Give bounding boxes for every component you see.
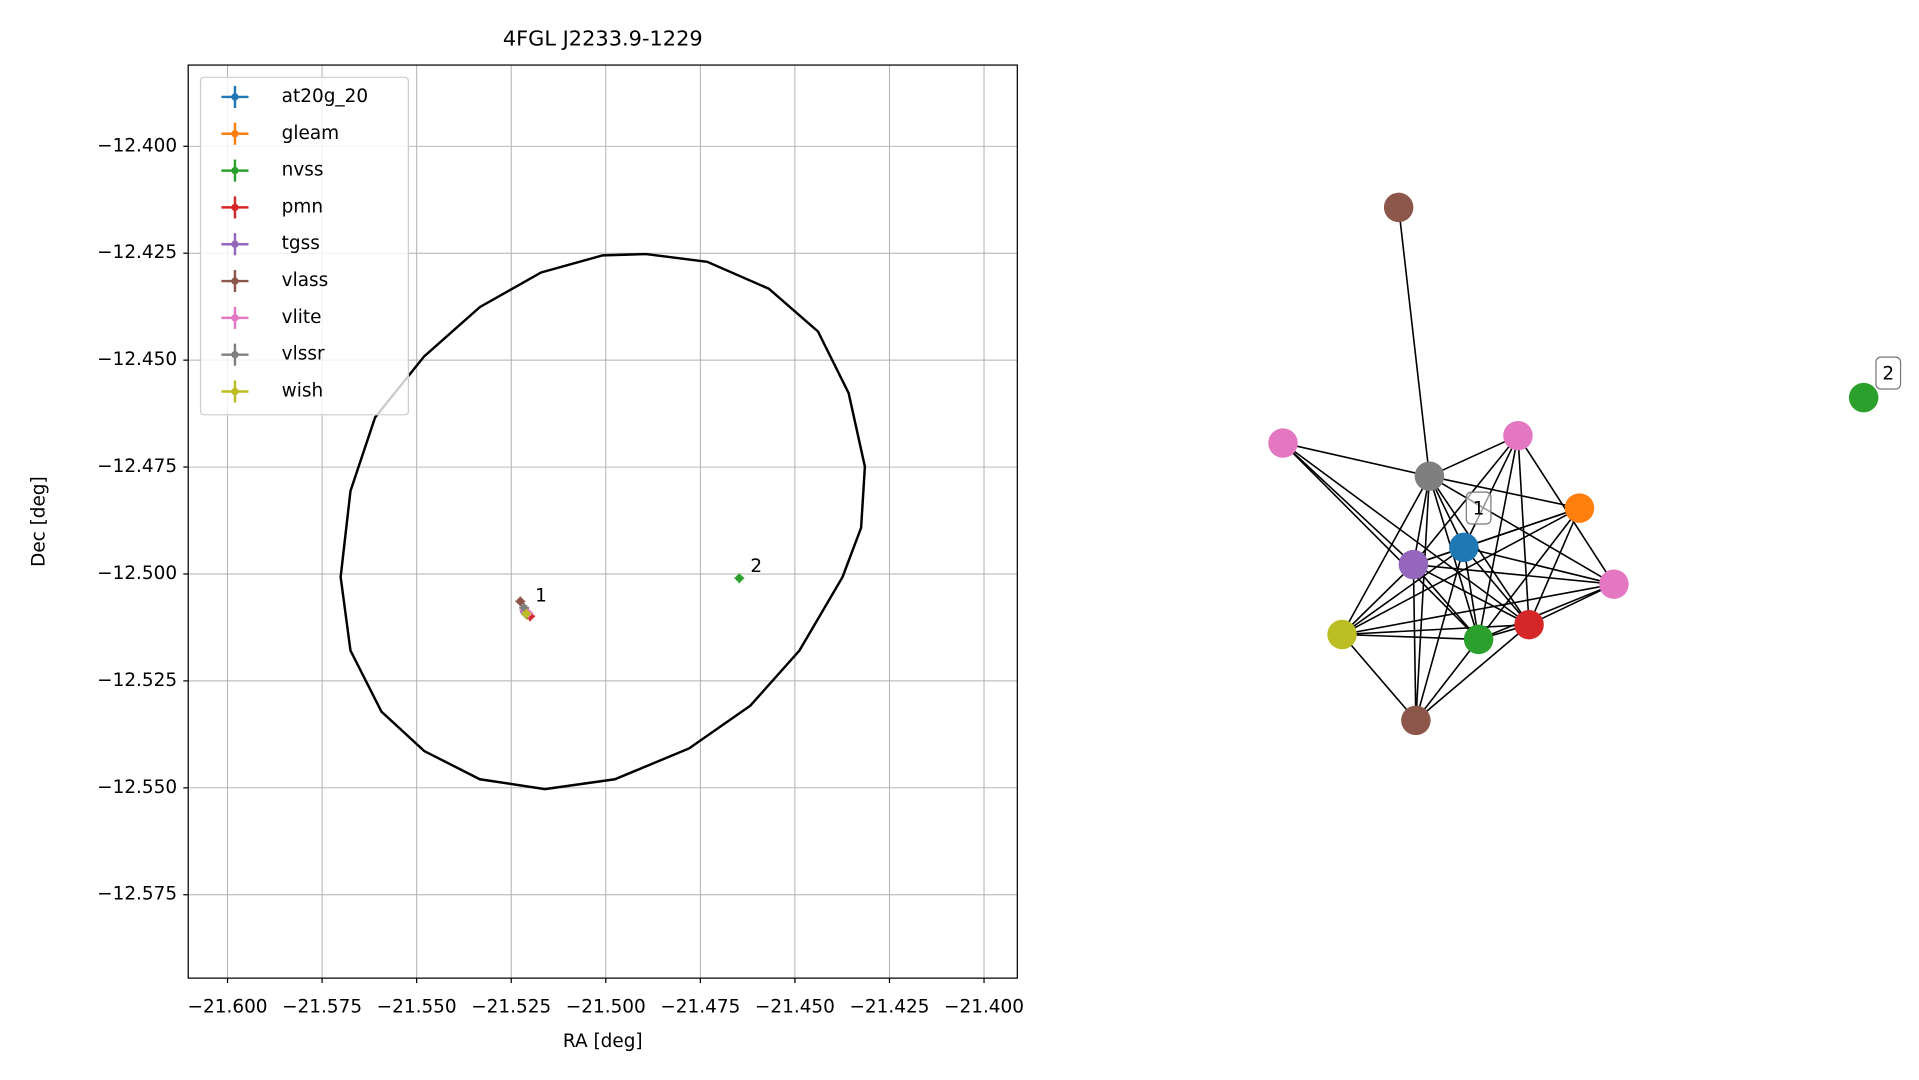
node (1414, 461, 1445, 491)
x-tick-label: −21.425 (849, 997, 929, 1018)
edge (1342, 633, 1479, 641)
ellipse-line (339, 252, 867, 791)
edge (1415, 624, 1530, 722)
x-axis-label: RA [deg] (563, 1031, 643, 1052)
legend-label: vlass (282, 270, 329, 291)
node (1401, 705, 1431, 736)
node-label: 1 (1473, 498, 1485, 519)
plot-frame (187, 64, 1018, 979)
legend-label: at20g_20 (282, 86, 368, 107)
edge (1341, 475, 1431, 635)
node (1398, 549, 1429, 580)
legend-marker (231, 314, 239, 322)
legend-marker (231, 130, 239, 138)
edge (1342, 623, 1530, 636)
y-tick-label: −12.550 (97, 777, 177, 798)
node-label-box (1875, 356, 1902, 390)
annotation: 2 (750, 556, 762, 577)
node (1599, 569, 1629, 599)
edge (1528, 583, 1615, 626)
point (522, 610, 531, 618)
edge (1415, 638, 1480, 721)
y-tick-label: −12.475 (97, 456, 177, 477)
legend-label: wish (282, 381, 324, 402)
legend-label: vlssr (282, 344, 325, 365)
edge (1282, 442, 1480, 640)
edge (1282, 442, 1414, 566)
legend-marker (231, 240, 239, 248)
x-tick-label: −21.550 (377, 997, 457, 1018)
y-tick-label: −12.400 (97, 135, 177, 156)
point (735, 574, 743, 582)
legend-marker (231, 351, 239, 359)
x-tick-label: −21.500 (566, 997, 646, 1018)
edge (1429, 475, 1580, 509)
legend-box (199, 76, 410, 416)
edge (1528, 507, 1581, 625)
edge (1429, 434, 1519, 477)
edge (1429, 475, 1615, 585)
legend-marker (231, 166, 239, 175)
edge (1463, 435, 1519, 548)
edge (1463, 547, 1480, 640)
chart-title: 4FGL J2233.9-1229 (503, 26, 703, 50)
edge (1282, 442, 1430, 477)
y-tick-label: −12.525 (97, 670, 177, 691)
legend-label: tgss (282, 233, 320, 254)
node (1463, 624, 1494, 655)
x-tick-label: −21.600 (188, 997, 268, 1018)
point (516, 597, 524, 606)
y-tick-label: −12.500 (97, 563, 177, 584)
x-tick-label: −21.450 (755, 997, 835, 1018)
y-tick-label: −12.450 (97, 349, 177, 370)
annotation: 1 (535, 586, 547, 607)
edge (1463, 546, 1615, 585)
edge (1413, 563, 1615, 585)
x-tick-label: −21.475 (660, 997, 740, 1018)
node (1564, 493, 1595, 523)
edge (1517, 435, 1530, 625)
edge (1413, 563, 1530, 626)
legend-marker (231, 93, 239, 101)
node (1449, 532, 1479, 563)
node (1327, 619, 1357, 650)
edge (1415, 547, 1465, 721)
edge (1341, 546, 1465, 636)
legend-marker (231, 277, 239, 285)
edge (1412, 564, 1480, 640)
node (1268, 428, 1298, 458)
legend-label: pmn (282, 196, 323, 217)
edge (1341, 633, 1417, 721)
edge (1341, 583, 1615, 636)
node (1848, 382, 1879, 413)
legend-label: nvss (282, 160, 324, 181)
legend-marker (231, 387, 239, 396)
edge (1397, 207, 1431, 477)
y-tick-label: −12.425 (97, 242, 177, 263)
legend-label: gleam (282, 123, 339, 144)
y-tick-label: −12.575 (97, 884, 177, 905)
x-tick-label: −21.575 (282, 997, 362, 1018)
edge (1463, 546, 1530, 626)
edge (1415, 476, 1431, 721)
x-tick-label: −21.525 (471, 997, 551, 1018)
edge (1341, 563, 1414, 636)
edge (1412, 476, 1431, 565)
node (1503, 420, 1533, 451)
y-axis-label: Dec [deg] (28, 476, 49, 567)
edge (1341, 507, 1580, 636)
node (1514, 609, 1544, 640)
node (1383, 192, 1414, 223)
edge (1478, 583, 1615, 641)
x-tick-label: −21.400 (944, 997, 1024, 1018)
legend-marker (231, 203, 239, 212)
edge (1412, 564, 1417, 721)
node-label: 2 (1882, 363, 1894, 384)
edge (1477, 507, 1581, 640)
edge (1477, 435, 1519, 640)
legend-label: vlite (282, 307, 322, 328)
node-label-box (1465, 491, 1492, 525)
